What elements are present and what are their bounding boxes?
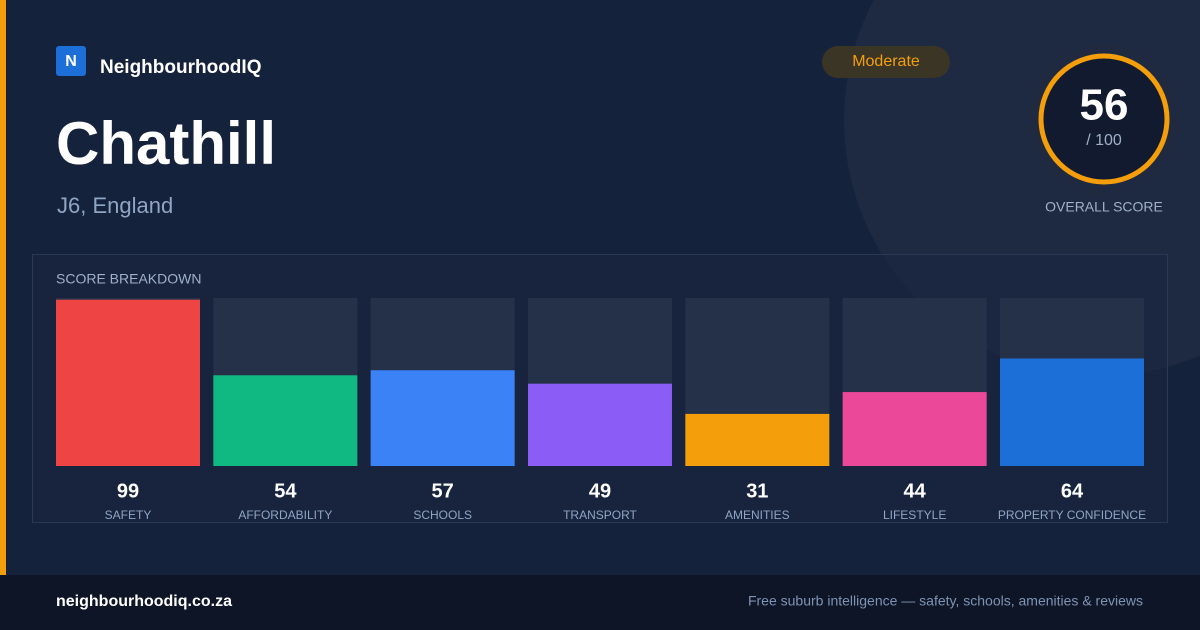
value-label: 49 bbox=[589, 480, 611, 502]
accent-stripe bbox=[0, 0, 6, 575]
overall-max: / 100 bbox=[1086, 132, 1122, 149]
logo bbox=[56, 46, 86, 76]
brand-name: NeighbourhoodIQ bbox=[100, 57, 261, 78]
footer-site: neighbourhoodiq.co.za bbox=[56, 593, 232, 610]
category-label: AMENITIES bbox=[725, 508, 790, 522]
bar bbox=[842, 392, 987, 466]
category-label: SCHOOLS bbox=[413, 508, 472, 522]
place-name: Chathill bbox=[56, 110, 276, 177]
value-label: 57 bbox=[432, 480, 454, 502]
score-ring bbox=[1038, 53, 1170, 185]
value-label: 99 bbox=[117, 480, 139, 502]
bar bbox=[370, 370, 515, 466]
value-label: 44 bbox=[904, 480, 927, 502]
bar bbox=[56, 299, 200, 466]
logo-letter: N bbox=[65, 53, 77, 70]
footer-tagline: Free suburb intelligence — safety, schoo… bbox=[748, 593, 1143, 609]
category-label: AFFORDABILITY bbox=[238, 508, 332, 522]
category-label: TRANSPORT bbox=[563, 508, 637, 522]
category-label: SAFETY bbox=[105, 508, 152, 522]
category-label: LIFESTYLE bbox=[883, 508, 946, 522]
value-label: 54 bbox=[274, 480, 297, 502]
category-label: PROPERTY CONFIDENCE bbox=[998, 508, 1146, 522]
value-label: 31 bbox=[746, 480, 768, 502]
badge bbox=[822, 46, 950, 78]
value-label: 64 bbox=[1061, 480, 1084, 502]
chart-title: SCORE BREAKDOWN bbox=[56, 271, 201, 287]
bar bbox=[685, 413, 830, 466]
bar bbox=[213, 375, 358, 466]
bar bbox=[527, 383, 672, 466]
place-location: J6, England bbox=[57, 193, 173, 218]
bar bbox=[999, 358, 1144, 466]
overall-label: OVERALL SCORE bbox=[1045, 199, 1163, 215]
overall-score: 56 bbox=[1080, 81, 1129, 130]
badge-text: Moderate bbox=[852, 53, 920, 70]
footer bbox=[0, 575, 1200, 630]
